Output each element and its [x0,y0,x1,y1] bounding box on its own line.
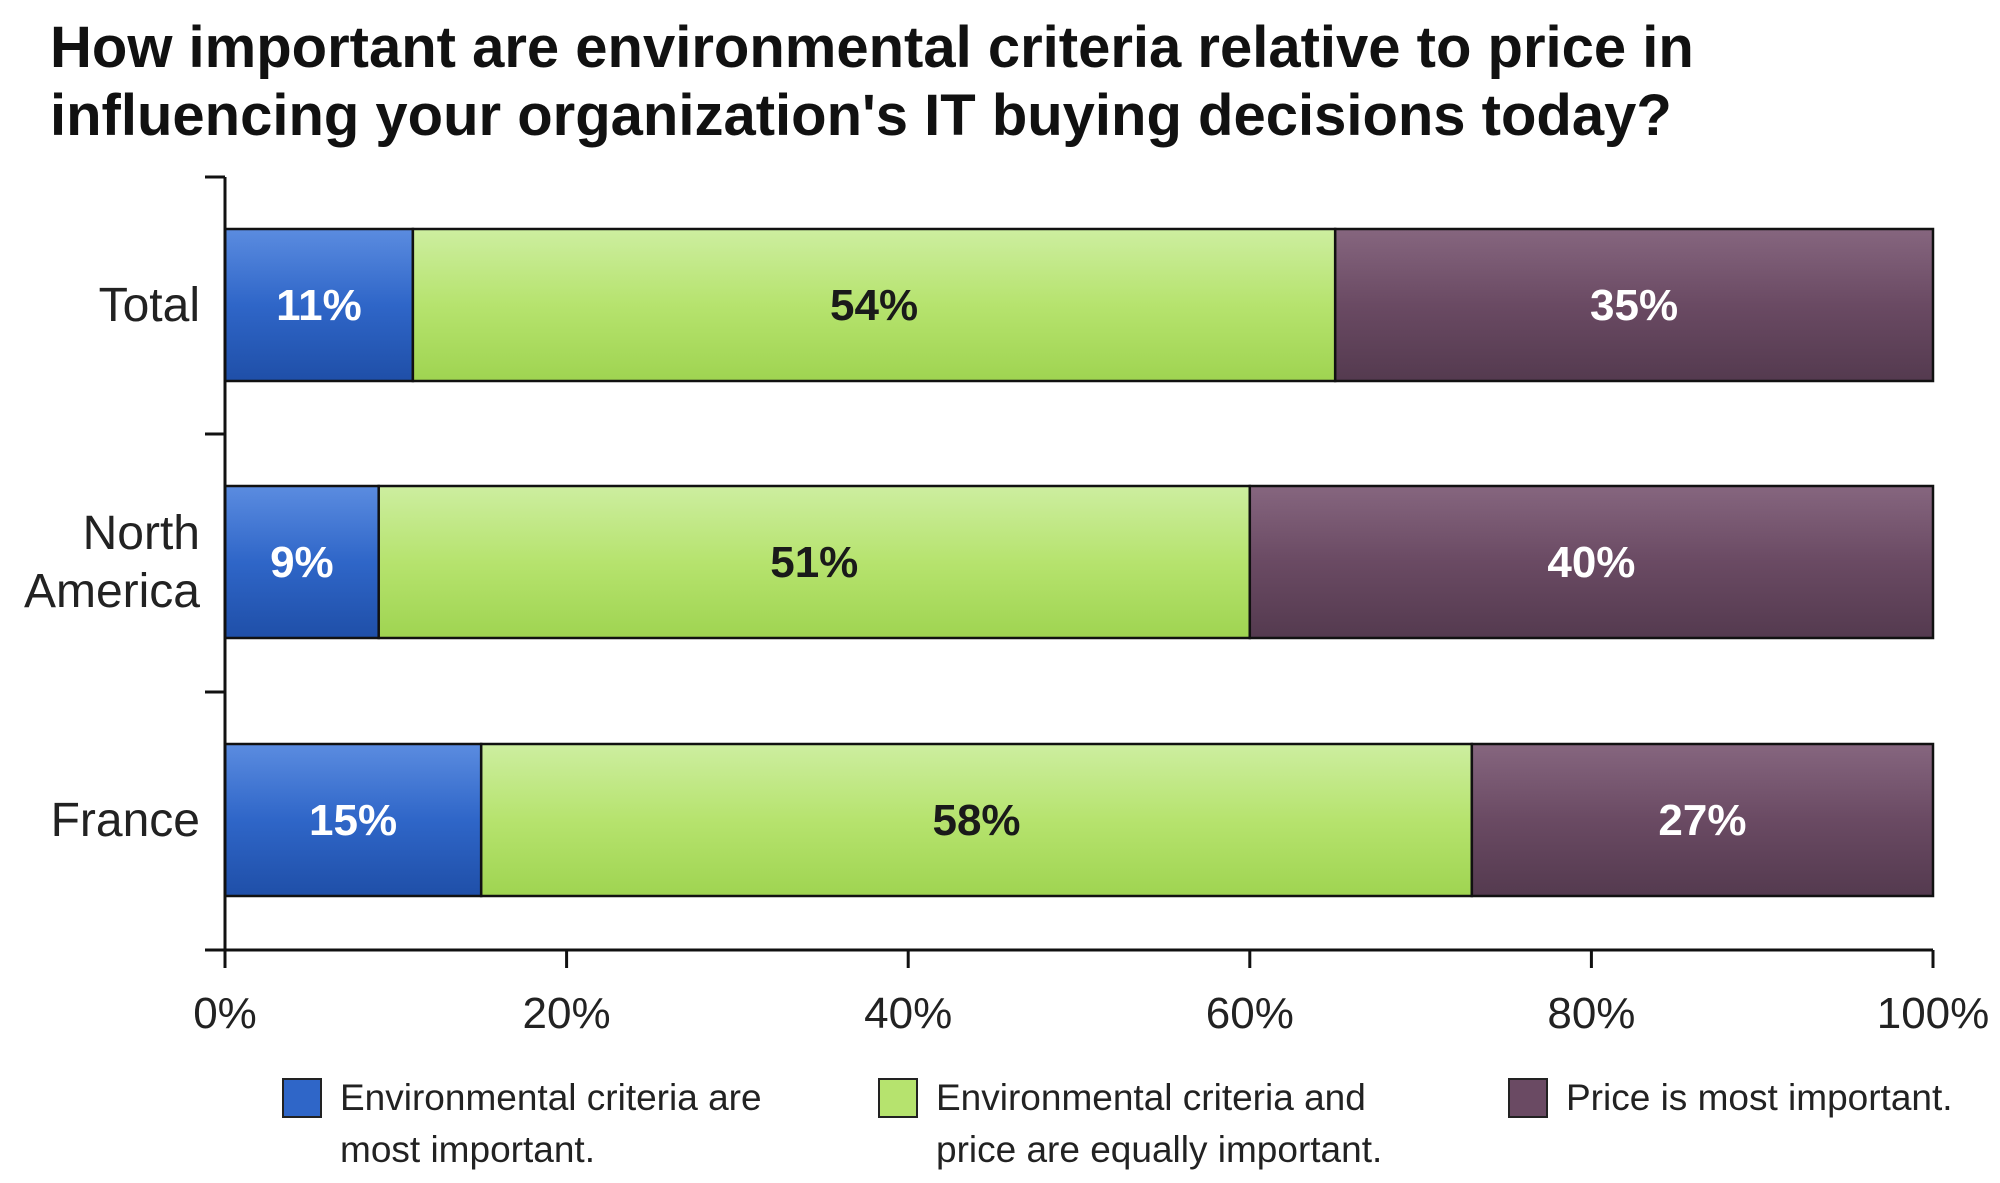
legend-label: Environmental criteria are most importan… [340,1077,762,1170]
legend-swatch [282,1078,322,1118]
x-tick-label: 100% [1877,989,1990,1038]
data-label: 27% [1658,796,1746,845]
data-label: 35% [1590,281,1678,330]
data-label: 11% [276,281,362,330]
legend-label: Environmental criteria and price are equ… [936,1077,1383,1170]
data-label: 51% [770,538,858,587]
legend-swatch [878,1078,918,1118]
category-label: France [51,794,200,847]
x-tick-label: 40% [864,989,952,1038]
bar-segment [1333,227,1935,383]
bar-segment [479,742,1474,898]
legend-item-equally-important: Environmental criteria and price are equ… [878,1072,1382,1176]
category-label: Total [99,279,200,332]
data-label: 58% [932,796,1020,845]
data-label: 9% [270,538,334,587]
x-tick-label: 60% [1206,989,1294,1038]
category-label: America [24,565,200,618]
bar-segment [1470,742,1935,898]
legend-item-price-most-important: Price is most important. [1508,1072,1953,1124]
x-tick-label: 0% [193,989,257,1038]
legend-item-environmental-most-important: Environmental criteria are most importan… [282,1072,762,1176]
bar-segment [377,484,1252,640]
bar-segment [223,484,380,640]
bar-segment [223,227,415,383]
data-label: 40% [1547,538,1635,587]
bars-layer: 11% 54% 35% 9% 51% 40% 15% 58% 27% [223,227,1935,898]
x-tick-label: 80% [1547,989,1635,1038]
category-label: North [83,507,200,560]
bar-segment [1248,484,1935,640]
bar-segment [223,742,483,898]
legend-label: Price is most important. [1566,1077,1953,1118]
legend-swatch [1508,1078,1548,1118]
data-label: 54% [830,281,918,330]
x-tick-label: 20% [523,989,611,1038]
data-label: 15% [309,796,397,845]
chart-title: How important are environmental criteria… [50,15,1694,148]
